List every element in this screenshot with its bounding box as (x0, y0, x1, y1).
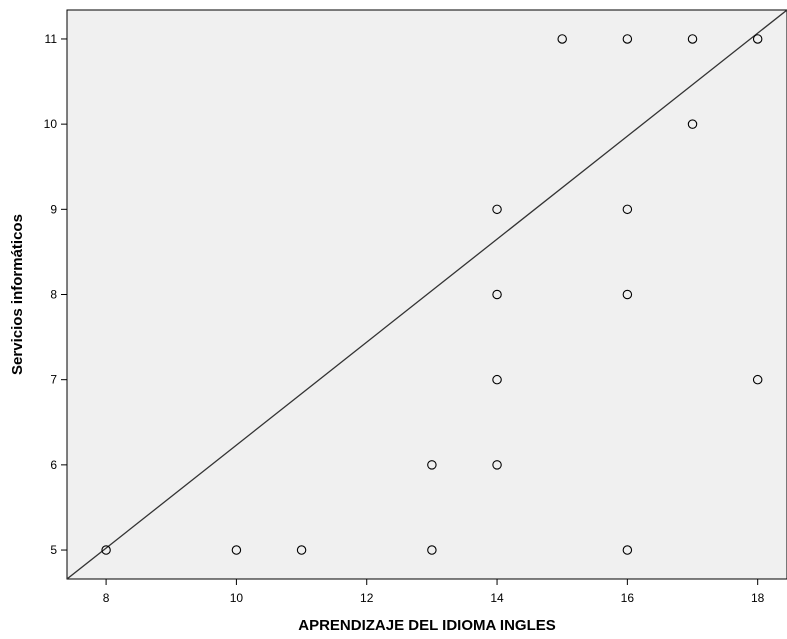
data-point (622, 289, 633, 300)
data-point (622, 34, 633, 44)
y-tick-label: 9 (50, 202, 57, 216)
data-point (622, 204, 633, 215)
data-point (557, 34, 567, 44)
x-tick-label: 14 (490, 591, 504, 605)
reference-line (67, 10, 787, 579)
data-point (752, 34, 763, 44)
data-point (492, 289, 502, 300)
y-tick-label: 7 (50, 373, 57, 387)
y-tick-label: 11 (45, 32, 58, 46)
data-point (752, 374, 763, 385)
data-point (101, 545, 111, 555)
data-point (296, 545, 307, 555)
x-tick-label: 8 (103, 591, 110, 605)
y-tick-label: 5 (50, 543, 57, 557)
data-point (231, 545, 242, 555)
data-point (622, 545, 633, 555)
data-point (427, 460, 437, 470)
data-point (492, 374, 502, 385)
data-point (492, 204, 502, 215)
x-tick-label: 12 (360, 591, 374, 605)
x-tick-label: 16 (621, 591, 635, 605)
data-point (427, 545, 437, 555)
data-point (687, 119, 698, 129)
y-axis-title: Servicios informáticos (9, 214, 26, 375)
x-tick-label: 18 (751, 591, 765, 605)
x-axis-title: APRENDIZAJE DEL IDIOMA INGLES (298, 617, 556, 634)
data-point (492, 460, 502, 470)
y-tick-label: 8 (50, 288, 57, 302)
data-point (687, 34, 698, 44)
x-tick-label: 10 (230, 591, 244, 605)
y-tick-label: 10 (44, 117, 58, 131)
y-tick-label: 6 (50, 458, 57, 472)
